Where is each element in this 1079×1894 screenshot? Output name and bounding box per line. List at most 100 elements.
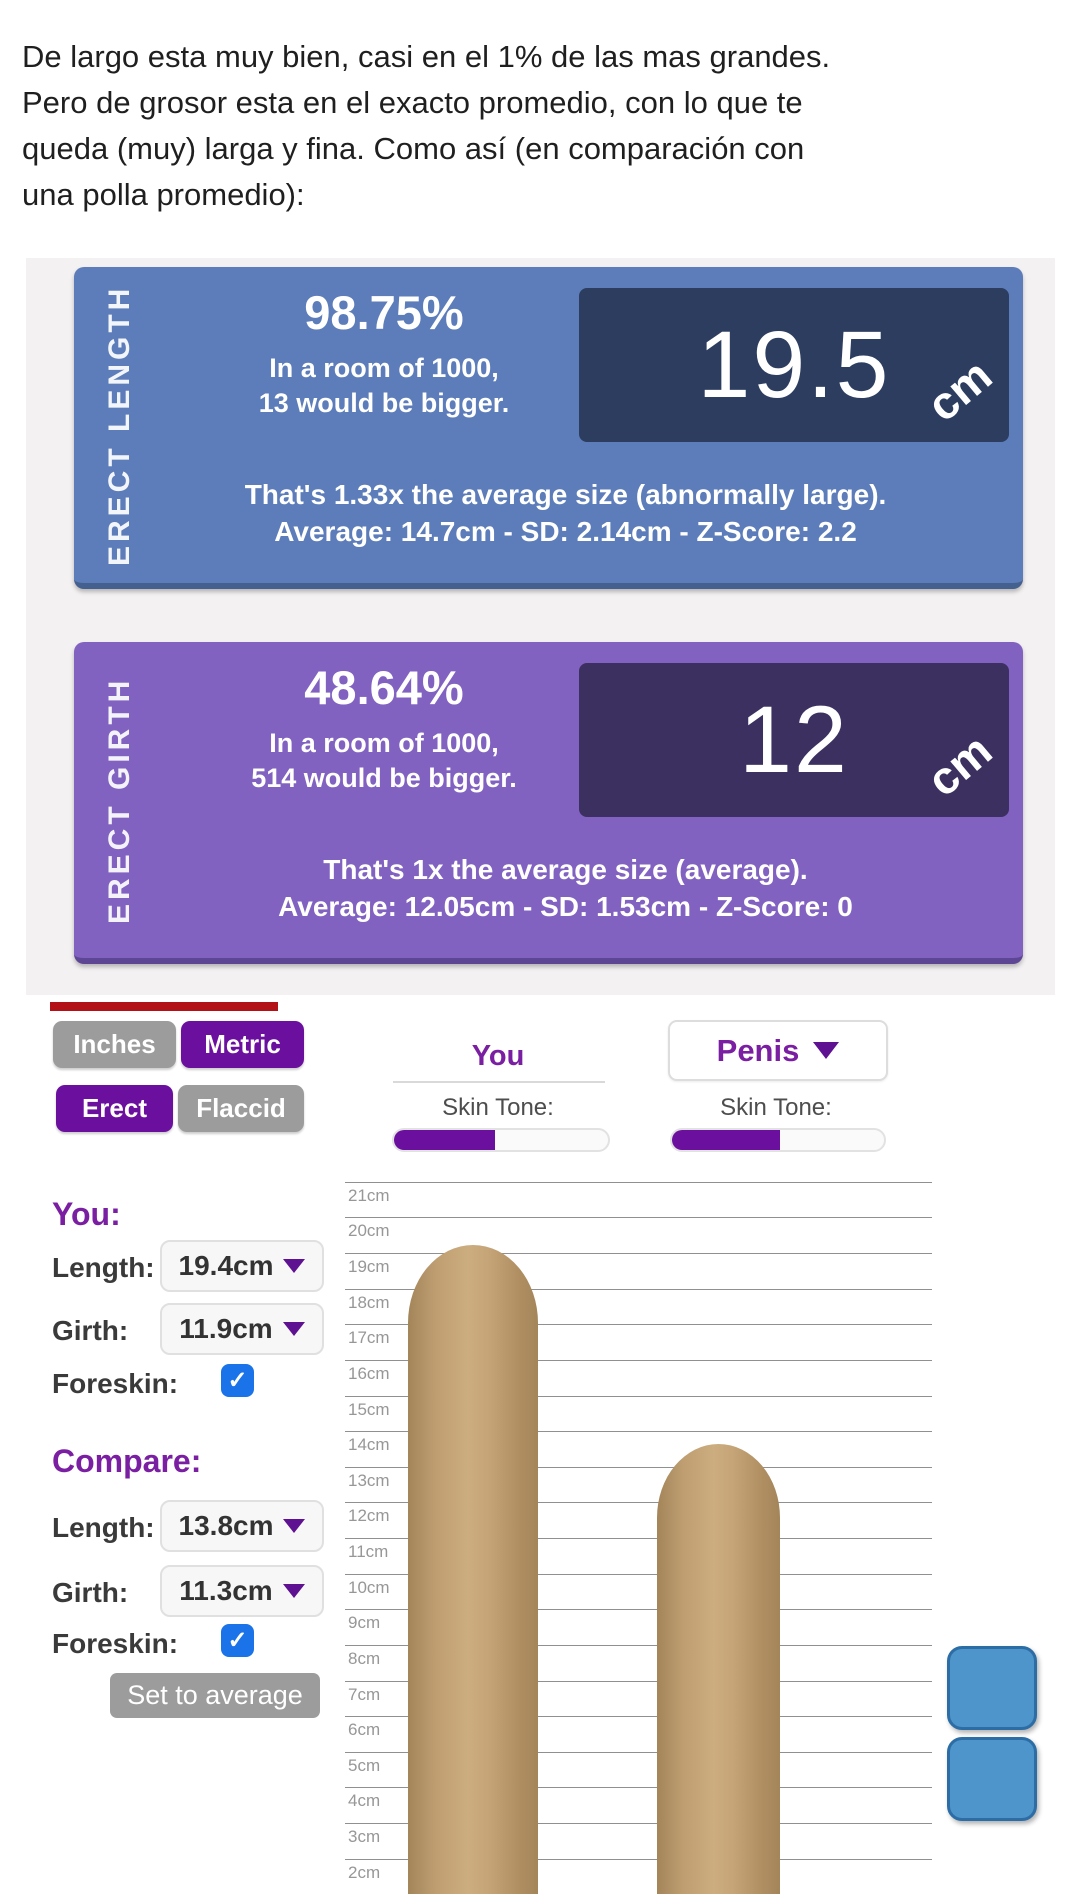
foreskin-label: Foreskin: (52, 1368, 179, 1399)
average-multiple-text: That's 1.33x the average size (abnormall… (244, 479, 887, 510)
compare-foreskin-checkbox[interactable] (221, 1624, 254, 1657)
ruler-tick-label: 8cm (348, 1649, 381, 1668)
penis-select-value: Penis (716, 1032, 800, 1068)
room-line: In a room of 1000, (269, 353, 499, 383)
ruler-tick-line (345, 1609, 932, 1610)
percentile-value: 48.64% (304, 661, 464, 714)
ruler-tick-label: 7cm (348, 1685, 381, 1704)
penis-select-dropdown[interactable]: Penis (668, 1020, 888, 1081)
intro-line: De largo esta muy bien, casi en el 1% de… (22, 39, 831, 74)
ruler-tick-line (345, 1253, 932, 1254)
chevron-down-icon (282, 1322, 305, 1336)
ruler-tick-line (345, 1324, 932, 1325)
intro-line: Pero de grosor esta en el exacto promedi… (22, 85, 803, 120)
girth-label: Girth: (52, 1577, 129, 1608)
ruler-tick-label: 18cm (348, 1293, 390, 1312)
ruler-tick-line (345, 1467, 932, 1468)
ruler-tick-line (345, 1217, 932, 1218)
compare-girth-select[interactable]: 11.3cm (160, 1565, 324, 1617)
ruler-tick-line (345, 1859, 932, 1860)
intro-line: una polla promedio): (22, 177, 305, 212)
ruler-tick-line (345, 1787, 932, 1788)
ruler-tick-line (345, 1502, 932, 1503)
you-column-underline (393, 1081, 605, 1083)
red-divider-bar (50, 1002, 278, 1011)
ruler-tick-label: 4cm (348, 1791, 381, 1810)
inches-toggle-button[interactable]: Inches (53, 1021, 176, 1068)
ruler-tick-line (345, 1289, 932, 1290)
ruler-tick-label: 10cm (348, 1578, 390, 1597)
ruler-tick-line (345, 1645, 932, 1646)
room-line: In a room of 1000, (269, 728, 499, 758)
ruler-tick-label: 12cm (348, 1506, 390, 1525)
ruler-tick-label: 16cm (348, 1364, 390, 1383)
length-label: Length: (52, 1512, 155, 1543)
ruler-tick-label: 3cm (348, 1827, 381, 1846)
ruler-tick-line (345, 1431, 932, 1432)
ruler-tick-line (345, 1681, 932, 1682)
length-label: Length: (52, 1252, 155, 1283)
compare-length-select[interactable]: 13.8cm (160, 1500, 324, 1552)
room-line: 514 would be bigger. (251, 763, 517, 793)
ruler-tick-line (345, 1752, 932, 1753)
chevron-down-icon (283, 1519, 306, 1533)
statistics-text: Average: 14.7cm - SD: 2.14cm - Z-Score: … (274, 516, 857, 547)
flaccid-toggle-button[interactable]: Flaccid (178, 1085, 304, 1132)
ruler-tick-line (345, 1182, 932, 1183)
ruler-tick-label: 11cm (348, 1542, 389, 1561)
measurement-value: 12 (739, 686, 849, 793)
girth-label: Girth: (52, 1315, 129, 1346)
ruler-tick-label: 15cm (348, 1400, 390, 1419)
you-length-value: 19.4cm (178, 1250, 274, 1281)
ruler-tick-label: 20cm (348, 1221, 390, 1240)
side-tool-button[interactable] (947, 1737, 1037, 1821)
intro-paragraph: De largo esta muy bien, casi en el 1% de… (22, 34, 1062, 218)
ruler-tick-label: 14cm (348, 1435, 390, 1454)
ruler-tick-line (345, 1360, 932, 1361)
you-skin-tone-slider[interactable] (392, 1128, 610, 1152)
ruler-tick-label: 2cm (348, 1863, 381, 1882)
erect-girth-card: ERECT GIRTH 48.64% In a room of 1000, 51… (74, 642, 1023, 964)
measurement-value: 19.5 (697, 311, 891, 418)
percentile-value: 98.75% (304, 286, 464, 339)
erect-toggle-button[interactable]: Erect (56, 1085, 173, 1132)
ruler-tick-line (345, 1716, 932, 1717)
side-tool-button[interactable] (947, 1646, 1037, 1730)
penis-skin-tone-slider[interactable] (670, 1128, 886, 1152)
slider-fill (394, 1130, 495, 1150)
measurement-value-box: 12 (579, 663, 1009, 817)
average-multiple-text: That's 1x the average size (average). (323, 854, 808, 885)
compare-length-value: 13.8cm (178, 1510, 274, 1541)
you-penis-shape (408, 1245, 538, 1894)
skin-tone-label: Skin Tone: (442, 1094, 554, 1121)
ruler-tick-line (345, 1574, 932, 1575)
you-girth-select[interactable]: 11.9cm (160, 1303, 324, 1355)
chevron-down-icon (283, 1259, 306, 1273)
compare-girth-value: 11.3cm (179, 1575, 273, 1606)
erect-length-card: ERECT LENGTH 98.75% In a room of 1000, 1… (74, 267, 1023, 589)
ruler-tick-label: 5cm (348, 1756, 381, 1775)
foreskin-label: Foreskin: (52, 1628, 179, 1659)
set-to-average-button[interactable]: Set to average (110, 1673, 320, 1718)
ruler-tick-label: 9cm (348, 1613, 381, 1632)
you-girth-value: 11.9cm (179, 1313, 273, 1344)
ruler-tick-line (345, 1823, 932, 1824)
compare-section-heading: Compare: (52, 1443, 202, 1479)
intro-line: queda (muy) larga y fina. Como así (en c… (22, 131, 805, 166)
you-foreskin-checkbox[interactable] (221, 1364, 254, 1397)
ruler-tick-label: 6cm (348, 1720, 381, 1739)
measurement-value-box: 19.5 (579, 288, 1009, 442)
you-length-select[interactable]: 19.4cm (160, 1240, 324, 1292)
slider-fill (672, 1130, 781, 1150)
you-section-heading: You: (52, 1196, 121, 1232)
ruler-tick-line (345, 1396, 932, 1397)
ruler-tick-label: 21cm (348, 1186, 390, 1205)
ruler-tick-label: 13cm (348, 1471, 390, 1490)
you-column-header: You (471, 1040, 525, 1072)
statistics-text: Average: 12.05cm - SD: 1.53cm - Z-Score:… (278, 891, 853, 922)
ruler-tick-label: 19cm (348, 1257, 390, 1276)
skin-tone-label: Skin Tone: (720, 1094, 832, 1121)
metric-toggle-button[interactable]: Metric (181, 1021, 304, 1068)
ruler-tick-line (345, 1538, 932, 1539)
